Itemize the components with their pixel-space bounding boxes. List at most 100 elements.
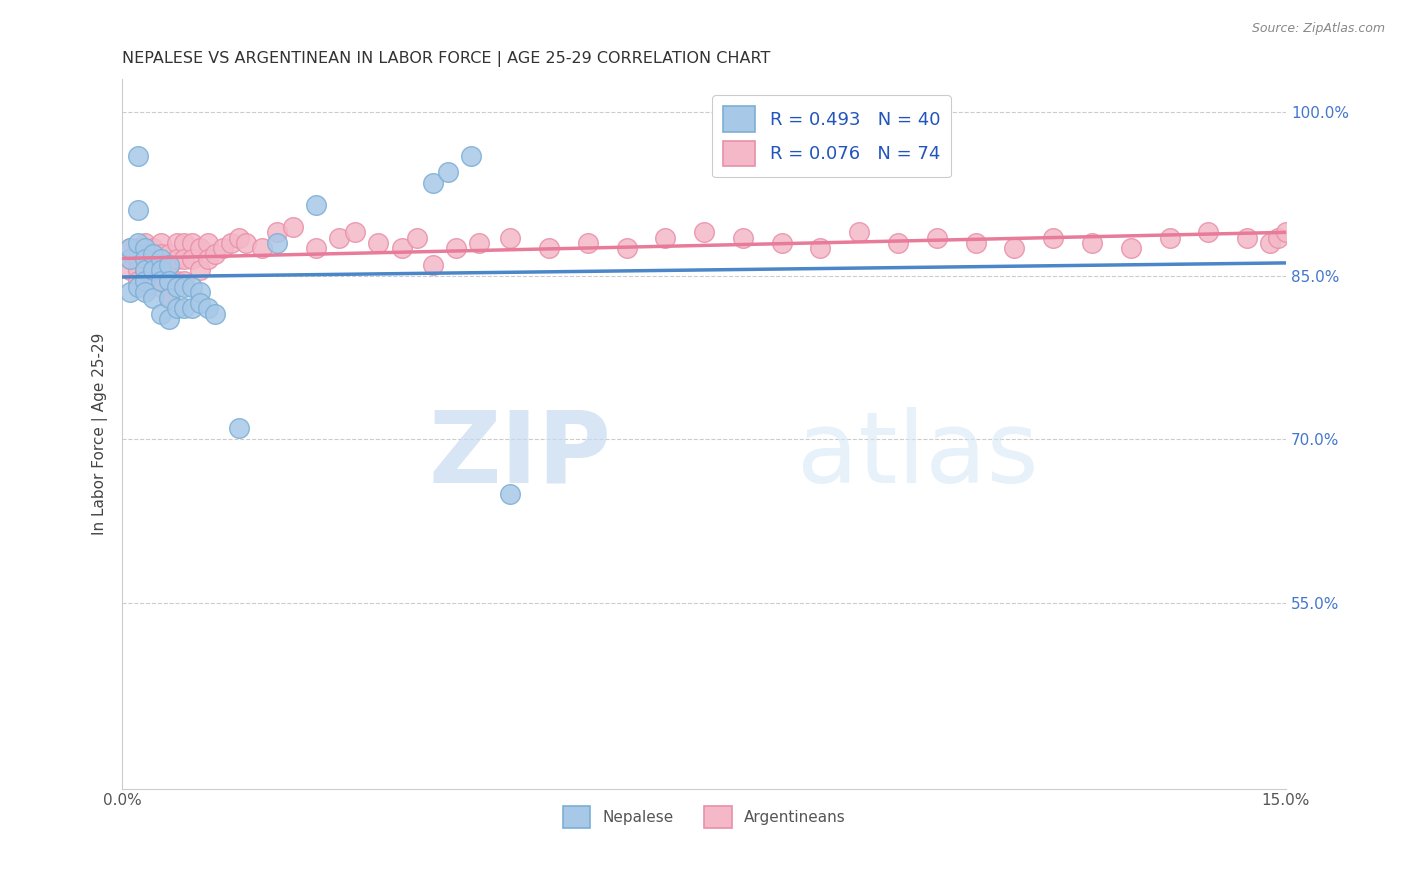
Text: NEPALESE VS ARGENTINEAN IN LABOR FORCE | AGE 25-29 CORRELATION CHART: NEPALESE VS ARGENTINEAN IN LABOR FORCE |… — [122, 51, 770, 67]
Point — [157, 258, 180, 272]
Point — [142, 291, 165, 305]
Point — [127, 203, 149, 218]
Point — [343, 225, 366, 239]
Point — [616, 242, 638, 256]
Point — [150, 274, 173, 288]
Point — [1267, 230, 1289, 244]
Point — [188, 242, 211, 256]
Point — [166, 252, 188, 267]
Point — [173, 274, 195, 288]
Point — [406, 230, 429, 244]
Point — [142, 258, 165, 272]
Point — [188, 296, 211, 310]
Point — [281, 219, 304, 234]
Point — [188, 285, 211, 299]
Point — [134, 235, 156, 250]
Legend: Nepalese, Argentineans: Nepalese, Argentineans — [557, 800, 852, 834]
Point — [181, 301, 204, 316]
Point — [391, 242, 413, 256]
Point — [173, 252, 195, 267]
Point — [305, 242, 328, 256]
Point — [1236, 230, 1258, 244]
Point — [150, 263, 173, 277]
Point — [731, 230, 754, 244]
Point — [1042, 230, 1064, 244]
Point — [166, 274, 188, 288]
Point — [118, 285, 141, 299]
Point — [887, 235, 910, 250]
Point — [134, 263, 156, 277]
Point — [1002, 242, 1025, 256]
Point — [197, 301, 219, 316]
Point — [235, 235, 257, 250]
Point — [770, 235, 793, 250]
Point — [228, 421, 250, 435]
Point — [150, 307, 173, 321]
Point — [499, 487, 522, 501]
Point — [197, 235, 219, 250]
Point — [228, 230, 250, 244]
Point — [142, 263, 165, 277]
Point — [212, 242, 235, 256]
Point — [1119, 242, 1142, 256]
Point — [134, 285, 156, 299]
Point — [499, 230, 522, 244]
Point — [150, 279, 173, 293]
Point — [150, 263, 173, 277]
Point — [157, 274, 180, 288]
Point — [181, 252, 204, 267]
Point — [150, 252, 173, 267]
Text: ZIP: ZIP — [427, 407, 612, 504]
Point — [422, 176, 444, 190]
Point — [157, 274, 180, 288]
Point — [1159, 230, 1181, 244]
Point — [127, 252, 149, 267]
Point — [157, 247, 180, 261]
Point — [127, 149, 149, 163]
Point — [127, 263, 149, 277]
Point — [422, 258, 444, 272]
Point — [134, 274, 156, 288]
Point — [266, 225, 288, 239]
Point — [127, 279, 149, 293]
Y-axis label: In Labor Force | Age 25-29: In Labor Force | Age 25-29 — [93, 333, 108, 535]
Point — [848, 225, 870, 239]
Point — [118, 242, 141, 256]
Point — [166, 235, 188, 250]
Point — [925, 230, 948, 244]
Point — [150, 247, 173, 261]
Point — [328, 230, 350, 244]
Point — [810, 242, 832, 256]
Point — [157, 312, 180, 326]
Point — [157, 291, 180, 305]
Point — [142, 274, 165, 288]
Point — [157, 291, 180, 305]
Point — [460, 149, 482, 163]
Point — [118, 242, 141, 256]
Point — [654, 230, 676, 244]
Point — [134, 252, 156, 267]
Point — [134, 279, 156, 293]
Point — [1260, 235, 1282, 250]
Point — [693, 225, 716, 239]
Point — [142, 247, 165, 261]
Point — [173, 279, 195, 293]
Point — [468, 235, 491, 250]
Point — [166, 301, 188, 316]
Point — [444, 242, 467, 256]
Point — [118, 263, 141, 277]
Point — [157, 258, 180, 272]
Text: Source: ZipAtlas.com: Source: ZipAtlas.com — [1251, 22, 1385, 36]
Point — [1081, 235, 1104, 250]
Point — [1275, 225, 1298, 239]
Point — [134, 252, 156, 267]
Point — [204, 247, 226, 261]
Point — [204, 307, 226, 321]
Point — [965, 235, 987, 250]
Point — [437, 165, 460, 179]
Point — [576, 235, 599, 250]
Point — [127, 235, 149, 250]
Point — [305, 198, 328, 212]
Point — [134, 263, 156, 277]
Point — [166, 279, 188, 293]
